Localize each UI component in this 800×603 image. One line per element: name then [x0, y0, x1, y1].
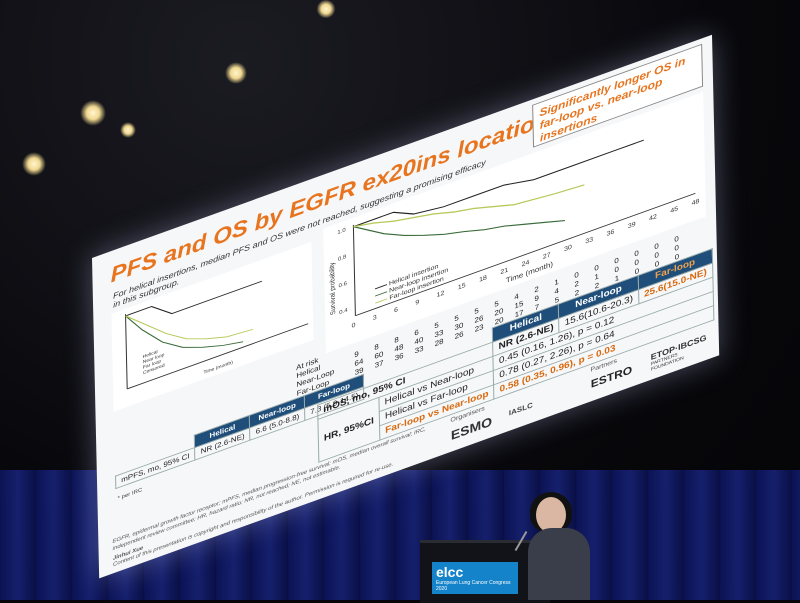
os-x-tick: 27 — [543, 252, 551, 261]
os-x-tick: 39 — [628, 221, 636, 230]
near-loop-curve — [353, 219, 566, 236]
speaker-head — [536, 497, 566, 533]
lectern-sub: European Lung Cancer Congress 2020 — [436, 580, 511, 592]
os-x-tick: 6 — [394, 307, 398, 315]
helical-curve — [353, 139, 644, 228]
ceiling-light — [80, 100, 106, 126]
os-x-tick: 45 — [670, 206, 678, 215]
far-loop-curve — [353, 184, 585, 228]
ceiling-light — [225, 62, 247, 84]
os-y-tick: 0.6 — [339, 281, 348, 290]
lectern-brand: elcc — [436, 564, 464, 580]
os-ylabel: Survival probability — [329, 260, 337, 315]
ceiling-light — [316, 0, 336, 18]
lectern-sign: elcc European Lung Cancer Congress 2020 — [432, 562, 518, 594]
os-x-tick: 48 — [692, 198, 700, 207]
os-x-tick: 36 — [607, 229, 615, 238]
os-x-tick: 15 — [458, 282, 466, 291]
os-x-tick: 30 — [564, 244, 572, 253]
iaslc-logo: IASLC — [508, 400, 533, 418]
os-y-tick: 1.0 — [337, 227, 346, 236]
os-x-tick: 21 — [500, 267, 508, 276]
os-legend: Helical insertion Near-loop insertion Fa… — [374, 263, 449, 304]
pfs-legend-helical: Helical — [143, 349, 158, 360]
speaker — [528, 528, 590, 600]
os-y-tick: 0.4 — [339, 307, 348, 316]
os-x-tick: 18 — [479, 275, 487, 284]
os-x-tick: 33 — [585, 236, 593, 245]
os-km-svg: 1.00.80.60.4 036912151821242730333639424… — [329, 139, 700, 330]
os-y-ticks: 1.0 0.8 0.6 0.4 — [337, 227, 348, 316]
pfs-helical-curve — [125, 280, 262, 317]
os-x-tick: 9 — [415, 299, 419, 307]
os-x-tick: 42 — [649, 213, 657, 222]
os-x-tick: 0 — [352, 322, 356, 330]
presentation-slide: PFS and OS by EGFR ex20ins locations For… — [92, 34, 720, 579]
pfs-note: * per IRC — [117, 487, 143, 502]
ceiling-light — [120, 122, 136, 138]
ceiling-light — [22, 152, 46, 176]
os-x-tick: 3 — [373, 314, 377, 322]
pfs-near-loop-curve — [125, 315, 244, 348]
os-x-tick: 24 — [522, 259, 530, 268]
footnote-text: EGFR, epidermal growth factor receptor; … — [112, 426, 427, 552]
pfs-legend: Helical Near loop Far loop Censored — [143, 349, 165, 376]
pfs-xlabel: Time (month) — [203, 360, 233, 376]
os-km-chart: 1.0 0.8 0.6 0.4 0 3 6 9 12 15 18 21 24 27 30 33 36 39 42 4… — [323, 91, 706, 354]
slide-footnote: EGFR, epidermal growth factor receptor; … — [112, 421, 443, 570]
pfs-far-loop-curve — [125, 315, 253, 340]
os-x-tick: 12 — [437, 290, 445, 299]
os-y-tick: 0.8 — [338, 254, 347, 263]
